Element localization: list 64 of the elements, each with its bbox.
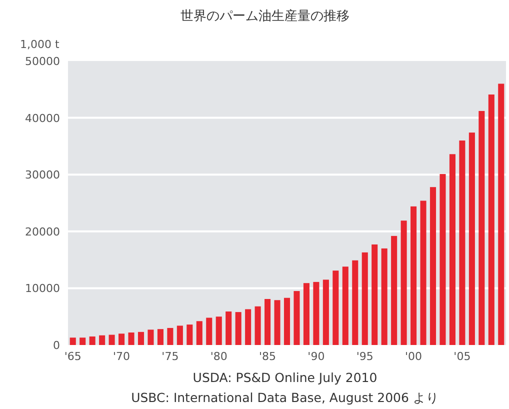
bar: [372, 244, 378, 345]
text: USDA: PS&D Online July 2010: [192, 370, 378, 385]
bar: [118, 334, 125, 345]
bar: [498, 84, 504, 345]
x-tick-label: '75: [162, 350, 179, 363]
bar: [128, 332, 134, 345]
bar: [410, 206, 417, 345]
bar: [303, 283, 310, 345]
y-tick-label: 20000: [25, 225, 60, 238]
bar: [332, 270, 339, 345]
chart-title: 世界のパーム油生産量の推移: [180, 8, 350, 24]
bar: [284, 298, 290, 345]
bar: [254, 306, 261, 345]
bar: [468, 132, 475, 345]
bar: [89, 336, 96, 345]
bar: [430, 187, 436, 345]
bar: [322, 280, 329, 345]
bar: [186, 324, 193, 345]
x-tick-label: '05: [454, 350, 471, 363]
bar: [274, 300, 280, 345]
bar: [167, 328, 174, 345]
bar: [226, 311, 232, 345]
bar: [342, 266, 348, 345]
bar: [235, 312, 242, 345]
bar: [352, 260, 358, 345]
bar: [176, 326, 183, 345]
bar: [400, 220, 407, 345]
bar: [313, 282, 320, 345]
y-tick-label: 0: [53, 339, 60, 352]
bar: [99, 335, 106, 345]
x-tick-label: '00: [405, 350, 422, 363]
bar: [294, 291, 300, 345]
x-tick-label: '70: [113, 350, 130, 363]
bar: [478, 110, 485, 345]
bar: [391, 236, 398, 345]
bar: [488, 94, 494, 345]
y-tick-label: 10000: [25, 282, 60, 296]
bar: [420, 200, 426, 345]
bar: [148, 330, 154, 345]
bar: [196, 321, 202, 345]
bar: [108, 334, 115, 345]
x-tick-label: '80: [210, 350, 228, 363]
y-tick-label: 50000: [25, 55, 60, 68]
bar: [440, 174, 446, 345]
bar: [459, 140, 466, 345]
bar: [157, 329, 164, 345]
text: USBC: International Data Base, August 2006 より: [131, 390, 439, 405]
bar: [362, 252, 368, 345]
x-tick-label: '85: [259, 350, 276, 363]
bar: [216, 316, 222, 345]
x-tick-label: '65: [64, 350, 82, 363]
bar: [264, 298, 271, 345]
bar: [449, 154, 456, 345]
bar: [245, 309, 252, 345]
y-tick-label: 40000: [25, 112, 60, 125]
bar: [381, 248, 388, 345]
bar: [206, 318, 212, 345]
x-tick-label: '90: [308, 350, 325, 363]
bar: [70, 338, 76, 345]
y-tick-label: 30000: [25, 168, 60, 182]
x-tick-label: '95: [356, 350, 374, 363]
bar: [80, 338, 86, 345]
y-axis-title: 1,000 t: [20, 38, 60, 51]
bar: [138, 332, 144, 345]
